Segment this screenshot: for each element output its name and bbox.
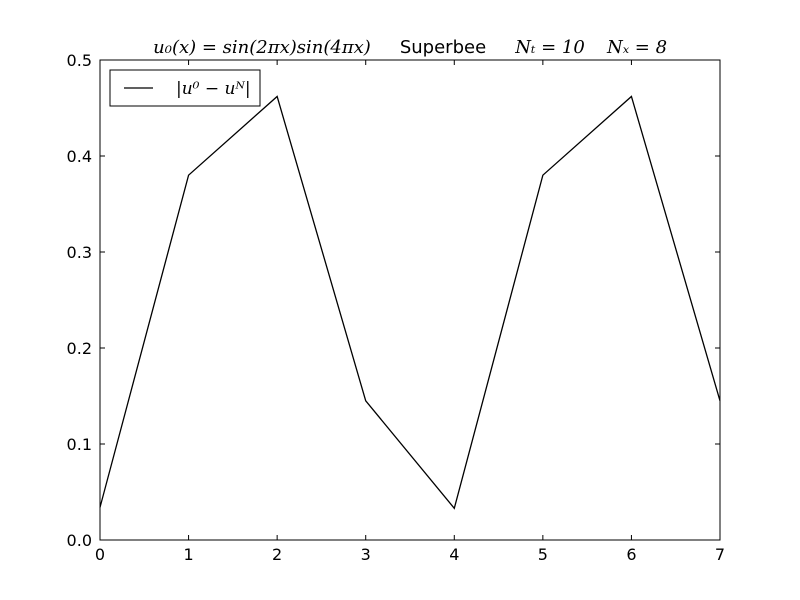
title-nt: Nₜ = 10 (514, 37, 585, 58)
y-tick-label: 0.4 (67, 147, 92, 166)
x-tick-label: 4 (449, 545, 459, 564)
plot-frame (99, 59, 721, 541)
y-tick-label: 0.2 (67, 339, 92, 358)
y-tick-label: 0.5 (67, 51, 92, 70)
title-formula: u₀(x) = sin(2πx)sin(4πx) (153, 37, 371, 58)
axis-ticks (99, 59, 721, 541)
x-tick-label: 5 (538, 545, 548, 564)
x-tick-label: 3 (361, 545, 371, 564)
title-scheme: Superbee (400, 37, 486, 58)
title-nx: Nₓ = 8 (606, 37, 667, 58)
legend-label: |u⁰ − uᴺ| (176, 79, 251, 99)
legend: |u⁰ − uᴺ| (109, 69, 261, 107)
chart-title: u₀(x) = sin(2πx)sin(4πx) Superbee Nₜ = 1… (153, 37, 667, 58)
x-tick-label: 2 (272, 545, 282, 564)
y-tick-label: 0.1 (67, 435, 92, 454)
axis-tick-labels: 0 1 2 3 4 5 6 7 0.0 0.1 0.2 0.3 0.4 0.5 (67, 51, 726, 564)
x-tick-label: 1 (183, 545, 193, 564)
series-line (99, 95, 721, 510)
x-tick-label: 0 (95, 545, 105, 564)
x-tick-label: 6 (626, 545, 636, 564)
y-tick-label: 0.3 (67, 243, 92, 262)
series-group (99, 95, 721, 510)
x-tick-label: 7 (715, 545, 725, 564)
y-tick-label: 0.0 (67, 531, 92, 550)
